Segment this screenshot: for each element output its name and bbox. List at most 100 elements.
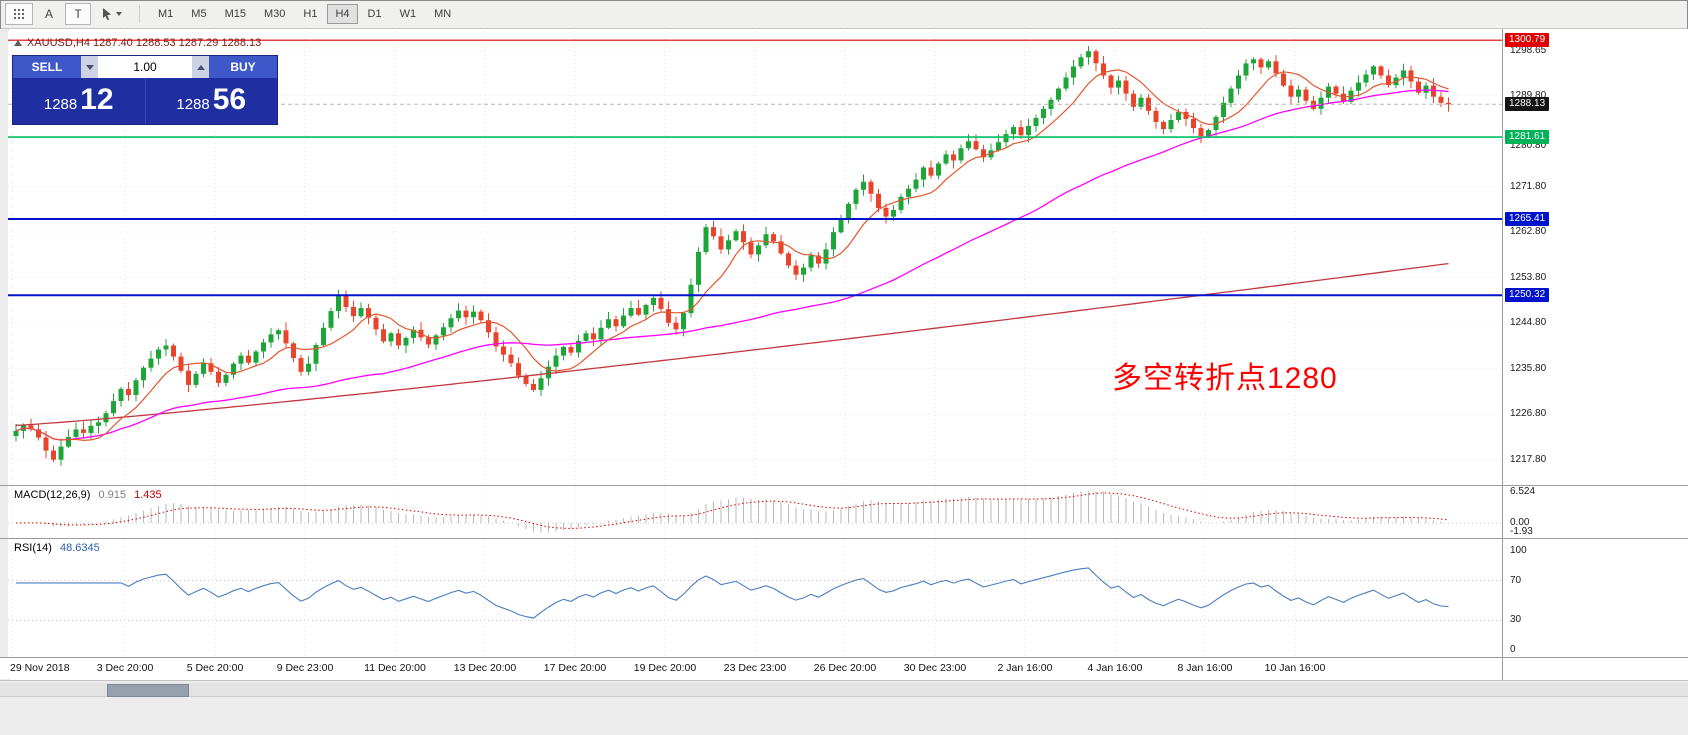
candle-body <box>246 355 251 363</box>
buy-price[interactable]: 1288 56 <box>146 78 278 124</box>
timeframe-h1[interactable]: H1 <box>295 4 325 24</box>
timeframe-m30[interactable]: M30 <box>256 4 293 24</box>
timeframe-h4[interactable]: H4 <box>327 4 358 24</box>
candle-body <box>291 343 296 359</box>
candle-body <box>1438 96 1444 103</box>
volume-decrease-button[interactable] <box>81 56 98 78</box>
candle-body <box>411 329 416 338</box>
triangle-up-icon <box>196 64 205 70</box>
candle-body <box>1311 100 1316 109</box>
bottom-bar <box>0 680 1688 735</box>
candle-body <box>463 310 469 318</box>
candle-body <box>1221 102 1226 117</box>
rsi-label: RSI(14) 48.6345 <box>14 542 100 554</box>
candle-body <box>388 333 394 342</box>
timeframe-mn[interactable]: MN <box>426 4 459 24</box>
candle-body <box>156 349 161 359</box>
candle-body <box>471 311 476 318</box>
candle-body <box>546 366 551 379</box>
candle-body <box>958 148 964 161</box>
text-tool[interactable]: T <box>65 3 91 25</box>
rsi-indicator-panel[interactable] <box>8 539 1502 657</box>
candle-body <box>1026 126 1031 136</box>
candle-body <box>928 167 934 176</box>
horizontal-scrollbar[interactable] <box>0 683 1688 697</box>
candle-body <box>688 284 694 314</box>
candle-body <box>966 141 971 149</box>
volume-increase-button[interactable] <box>192 56 209 78</box>
macd-indicator-panel[interactable] <box>8 486 1502 538</box>
candle-body <box>1333 86 1339 94</box>
timeframe-m5[interactable]: M5 <box>183 4 214 24</box>
candle-body <box>1198 128 1204 137</box>
candle-body <box>1228 88 1234 103</box>
volume-input[interactable] <box>98 56 192 78</box>
candle-body <box>231 363 236 375</box>
candle-body <box>808 255 814 268</box>
candle-body <box>823 249 829 264</box>
timeframe-m1[interactable]: M1 <box>150 4 181 24</box>
candle-body <box>1236 75 1241 89</box>
panel-separator <box>0 657 1688 658</box>
candle-body <box>898 196 904 210</box>
annotation-a-tool[interactable]: A <box>36 3 62 25</box>
candle-body <box>981 149 986 158</box>
pattern-grid-icon[interactable] <box>5 3 33 25</box>
sell-price-pips: 12 <box>80 83 114 116</box>
candle-body <box>1296 89 1301 97</box>
candle-body <box>1161 122 1166 130</box>
chart-text-annotation[interactable]: 多空转折点1280 <box>1112 362 1338 395</box>
grid-dots-icon <box>13 8 25 20</box>
candle-body <box>913 179 919 189</box>
time-axis-label: 11 Dec 20:00 <box>364 662 426 674</box>
candle-body <box>1371 66 1376 75</box>
candle-body <box>321 327 326 345</box>
candle-body <box>696 251 701 285</box>
price-tick-label: 1280.80 <box>1510 140 1547 151</box>
macd-name: MACD(12,26,9) <box>14 489 91 501</box>
ma-fast-line <box>15 69 1449 442</box>
candle-body <box>216 371 221 383</box>
candle-body <box>726 240 731 250</box>
candle-body <box>1131 93 1136 107</box>
buy-button[interactable]: BUY <box>209 56 277 78</box>
timeframe-w1[interactable]: W1 <box>392 4 425 24</box>
panel-separator[interactable] <box>0 485 1688 486</box>
candle-body <box>178 356 184 371</box>
candle-body <box>313 345 319 364</box>
sell-price[interactable]: 1288 12 <box>13 78 145 124</box>
trade-prices-row: 1288 12 1288 56 <box>13 78 277 124</box>
candle-body <box>786 253 791 266</box>
toolbar-separator <box>139 5 140 23</box>
candle-body <box>208 363 214 372</box>
time-axis-label: 30 Dec 23:00 <box>903 662 967 674</box>
candle-body <box>58 446 64 460</box>
sell-button[interactable]: SELL <box>13 56 81 78</box>
candle-body <box>1273 61 1279 74</box>
price-badge-1288-13: 1288.13 <box>1505 97 1550 111</box>
timeframe-d1[interactable]: D1 <box>360 4 390 24</box>
scrollbar-thumb[interactable] <box>107 684 189 697</box>
candle-body <box>66 437 71 447</box>
candle-body <box>426 337 431 345</box>
timeframe-m15[interactable]: M15 <box>217 4 254 24</box>
time-axis-label: 26 Dec 20:00 <box>813 662 877 674</box>
trade-controls-row: SELL BUY <box>13 56 277 78</box>
rsi-axis-label: 100 <box>1510 545 1527 556</box>
candle-body <box>351 307 356 317</box>
panel-separator[interactable] <box>0 538 1688 539</box>
candle-body <box>13 430 19 436</box>
candle-body <box>1116 80 1121 88</box>
candle-body <box>298 358 304 372</box>
candle-body <box>28 425 34 430</box>
cursor-tool[interactable] <box>94 3 129 25</box>
candle-body <box>171 345 176 357</box>
candle-body <box>186 370 191 385</box>
candle-body <box>1423 85 1429 93</box>
candle-body <box>81 429 86 433</box>
candle-body <box>1341 93 1346 102</box>
candle-body <box>36 429 41 438</box>
price-badge-1281-61: 1281.61 <box>1505 130 1550 144</box>
price-tick-label: 1226.80 <box>1510 408 1547 419</box>
chart-title: XAUUSD,H4 1287.40 1288.53 1287.29 1288.1… <box>14 37 261 49</box>
